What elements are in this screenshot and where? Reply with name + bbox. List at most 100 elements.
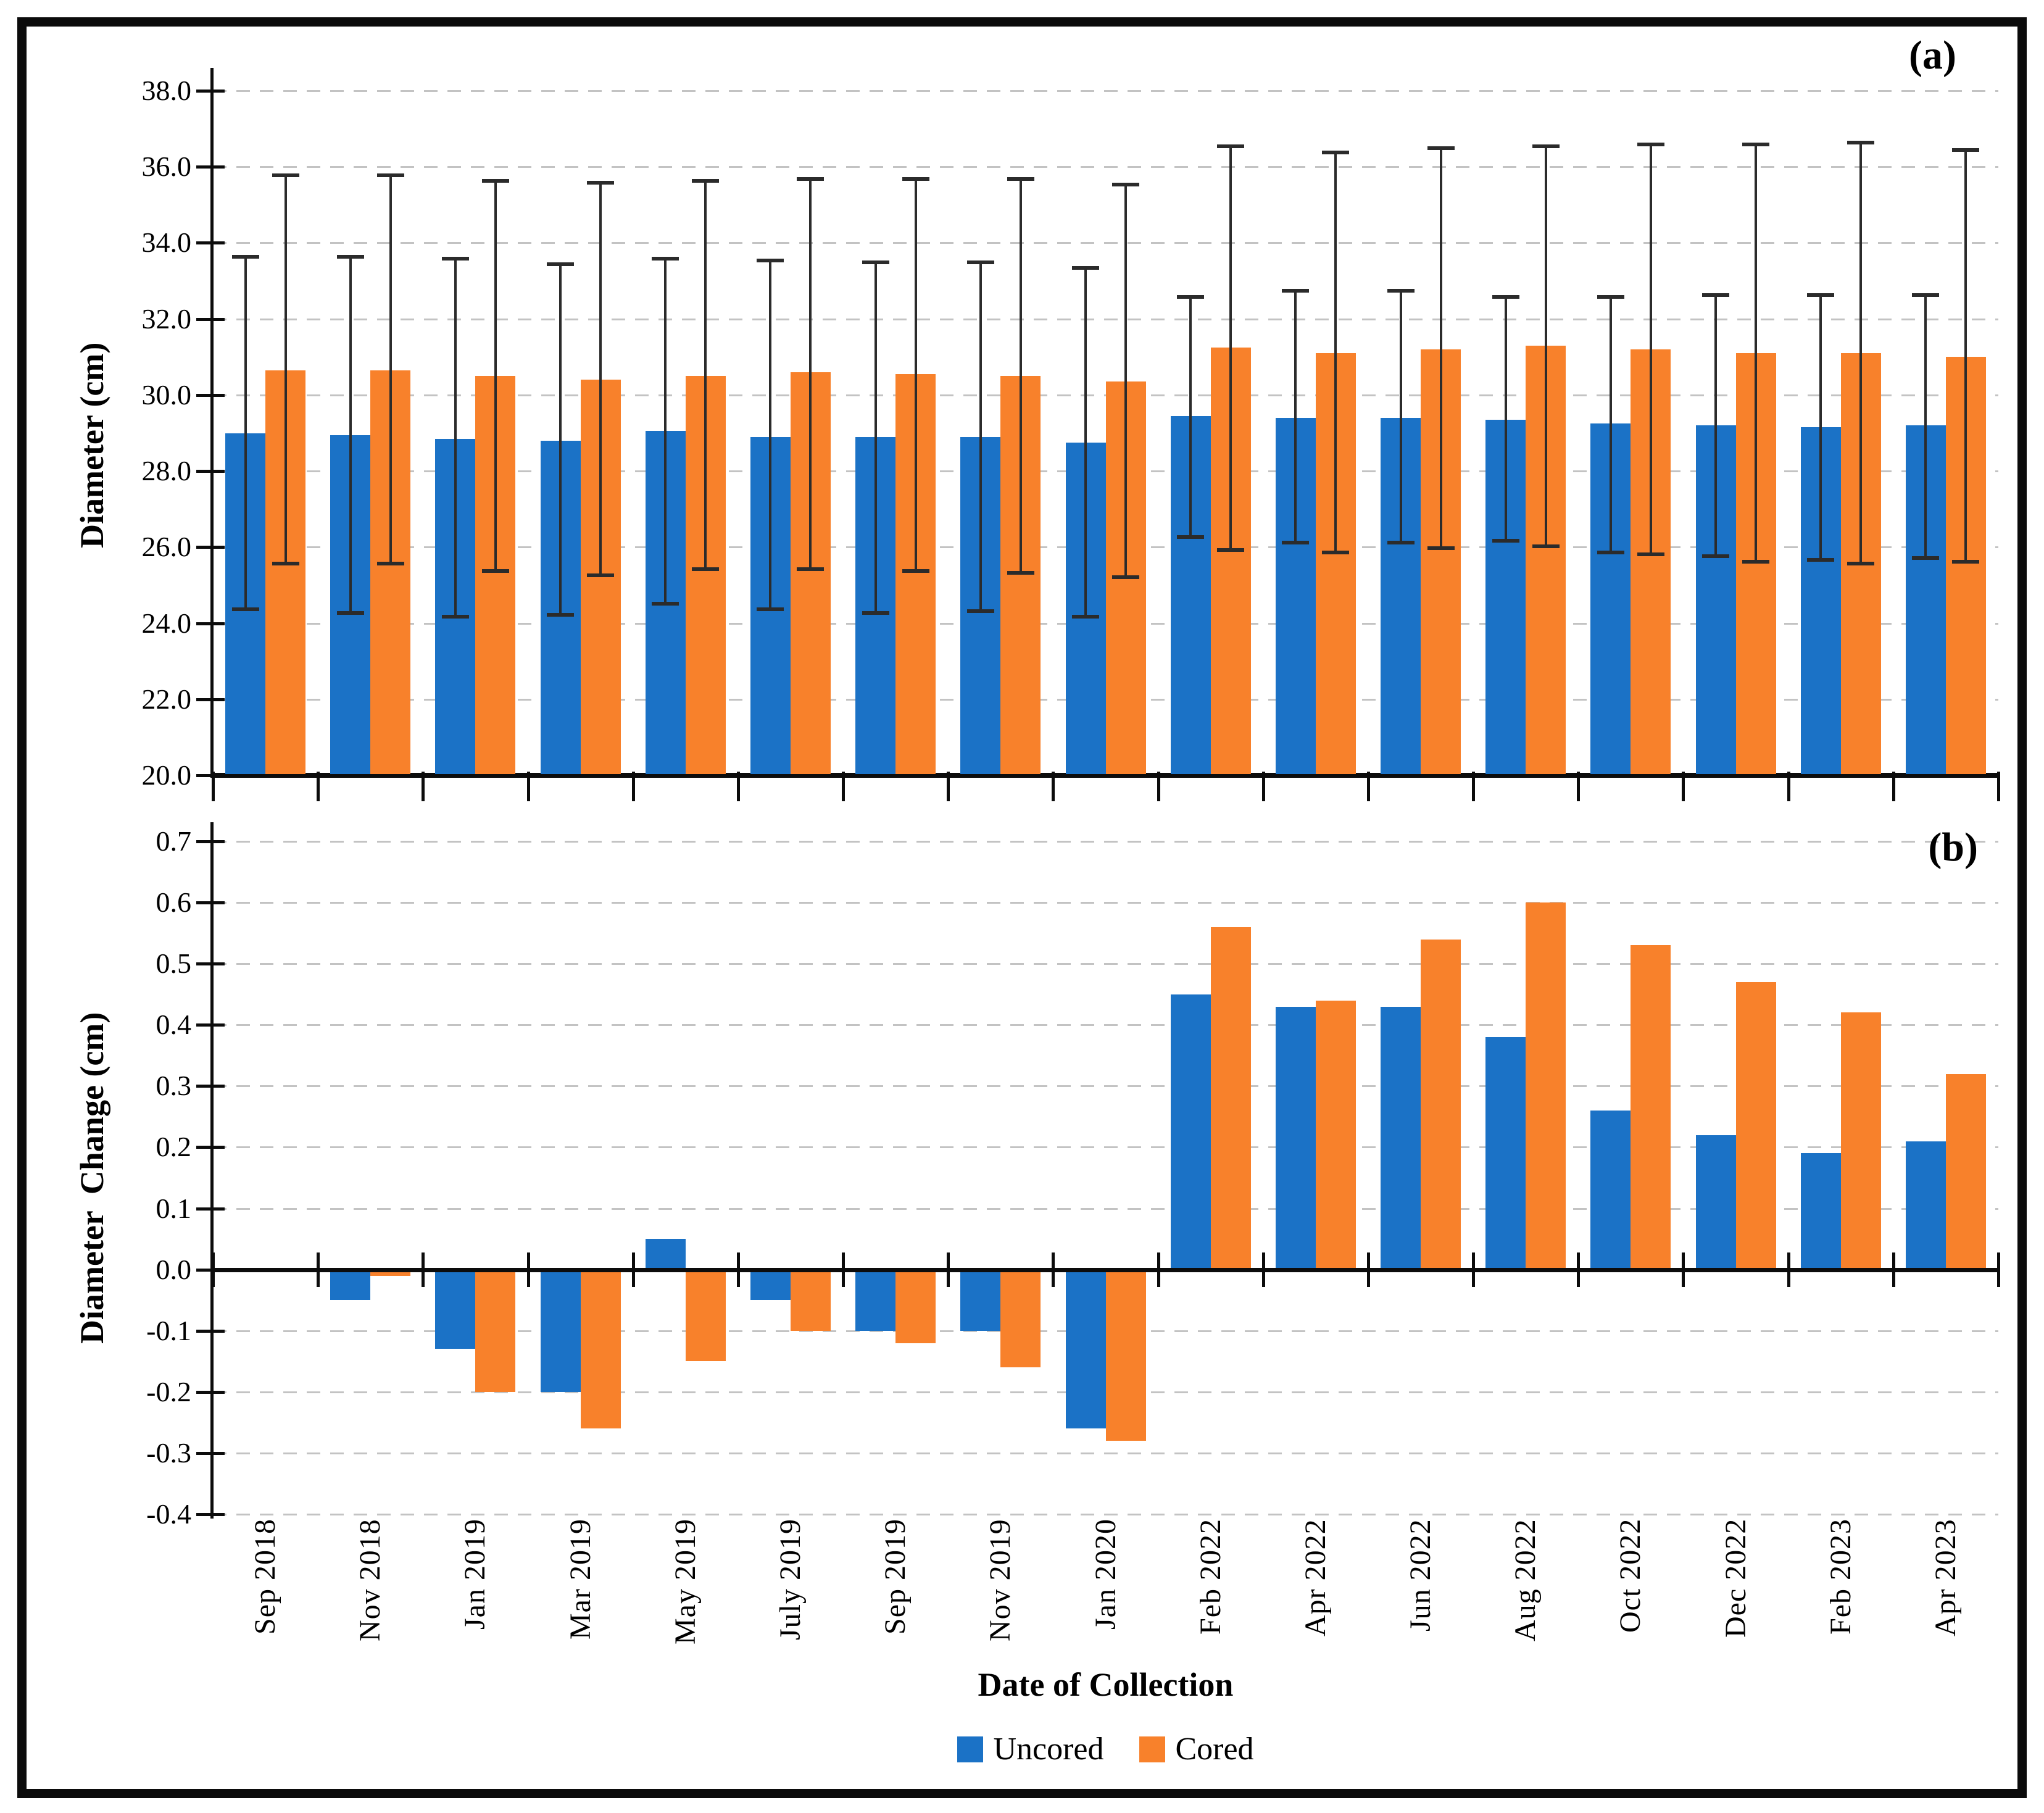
x-category-label: Feb 2023: [1824, 1519, 1857, 1635]
x-boundary-tick: [317, 1252, 320, 1287]
bar-cored: [1631, 945, 1671, 1268]
error-bar-cap: [1282, 289, 1310, 293]
error-bar-cap: [1177, 535, 1205, 539]
y-tick-label: 0.3: [156, 1070, 192, 1102]
error-bar-cap: [1072, 266, 1099, 270]
error-bar-uncored: [349, 256, 352, 614]
error-bar-cap: [441, 257, 469, 261]
gridline: [213, 1207, 1998, 1210]
bar-uncored: [1381, 1006, 1421, 1268]
error-bar-uncored: [1714, 294, 1718, 557]
x-boundary-tick: [1052, 1252, 1055, 1287]
error-bar-uncored: [559, 264, 562, 616]
error-bar-cap: [1912, 293, 1940, 297]
x-boundary-tick: [947, 772, 950, 801]
error-bar-cap: [1217, 144, 1245, 149]
error-bar-cored: [1649, 144, 1652, 555]
y-tick-label: 34.0: [141, 227, 192, 259]
x-boundary-tick: [736, 1252, 740, 1287]
bar-uncored: [1170, 994, 1211, 1268]
bar-uncored: [540, 1272, 581, 1392]
error-bar-cap: [272, 562, 299, 566]
y-axis-line: [210, 68, 214, 778]
bar-uncored: [435, 1272, 476, 1349]
bar-uncored: [1800, 1153, 1841, 1268]
y-tick-label: 0.1: [156, 1192, 192, 1224]
zero-line: [210, 1267, 1999, 1272]
error-bar-cap: [1427, 546, 1455, 551]
panel-b-y-axis-title: Diameter Change (cm): [73, 1012, 110, 1344]
bar-uncored: [1695, 1135, 1736, 1268]
error-bar-cored: [1755, 144, 1758, 562]
error-bar-uncored: [1819, 294, 1822, 561]
error-bar-cap: [587, 573, 615, 577]
error-bar-cored: [809, 178, 812, 570]
x-category-label: Mar 2019: [563, 1519, 597, 1640]
error-bar-cap: [1952, 559, 1980, 564]
error-bar-cap: [336, 611, 364, 615]
error-bar-cap: [481, 569, 509, 573]
bar-uncored: [1485, 1037, 1526, 1268]
x-category-label: Feb 2022: [1194, 1519, 1227, 1635]
error-bar-cap: [231, 607, 259, 611]
bar-uncored: [1905, 1141, 1946, 1268]
x-boundary-tick: [842, 1252, 845, 1287]
error-bar-cap: [1532, 144, 1560, 149]
y-tick-label: 20.0: [141, 759, 192, 791]
error-bar-cap: [481, 178, 509, 183]
x-axis-title: Date of Collection: [978, 1666, 1234, 1703]
error-bar-cap: [547, 613, 575, 617]
x-category-label: Apr 2022: [1298, 1519, 1332, 1636]
x-category-label: Nov 2018: [354, 1519, 387, 1641]
x-boundary-tick: [1472, 772, 1476, 801]
x-boundary-tick: [1157, 772, 1160, 801]
error-bar-cored: [599, 181, 602, 576]
error-bar-cored: [1544, 146, 1547, 548]
x-category-label: July 2019: [773, 1519, 807, 1641]
error-bar-cap: [1072, 615, 1099, 619]
bar-uncored: [1590, 1111, 1631, 1268]
figure-border: [17, 17, 2027, 1798]
legend-swatch-uncored: [957, 1736, 984, 1762]
bar-cored: [1421, 939, 1461, 1268]
x-boundary-tick: [317, 772, 320, 801]
error-bar-cored: [1334, 151, 1337, 553]
legend-swatch-cored: [1139, 1736, 1166, 1762]
bar-cored: [790, 1272, 831, 1331]
bar-uncored: [645, 1239, 686, 1268]
y-axis-line: [210, 822, 214, 1519]
error-bar-cored: [1859, 142, 1863, 565]
error-bar-cap: [797, 177, 825, 181]
x-boundary-tick: [1052, 772, 1055, 801]
x-axis-line: [210, 773, 1999, 778]
x-boundary-tick: [736, 772, 740, 801]
error-bar-cap: [652, 257, 679, 261]
error-bar-cap: [652, 601, 679, 606]
error-bar-cap: [1597, 550, 1624, 554]
x-boundary-tick: [1157, 1252, 1160, 1287]
error-bar-cap: [797, 567, 825, 572]
error-bar-cap: [966, 609, 994, 614]
y-tick-label: 0.5: [156, 948, 192, 980]
gridline: [213, 166, 1998, 169]
x-boundary-tick: [1577, 772, 1581, 801]
y-tick-label: 36.0: [141, 151, 192, 183]
gridline: [213, 841, 1998, 843]
error-bar-uncored: [874, 262, 877, 614]
x-boundary-tick: [1682, 772, 1685, 801]
error-bar-cored: [494, 180, 497, 572]
x-category-label: Sep 2018: [249, 1519, 282, 1635]
legend-item-cored: Cored: [1139, 1731, 1254, 1767]
x-boundary-tick: [842, 772, 845, 801]
error-bar-uncored: [664, 258, 667, 604]
error-bar-uncored: [244, 256, 247, 610]
x-boundary-tick: [1472, 1252, 1476, 1287]
gridline: [213, 318, 1998, 320]
error-bar-cap: [902, 569, 929, 573]
x-boundary-tick: [1997, 772, 2000, 801]
error-bar-cap: [1322, 550, 1350, 554]
error-bar-cap: [272, 173, 299, 177]
x-boundary-tick: [1577, 1252, 1581, 1287]
error-bar-cored: [1964, 149, 1967, 562]
error-bar-cap: [376, 173, 404, 177]
